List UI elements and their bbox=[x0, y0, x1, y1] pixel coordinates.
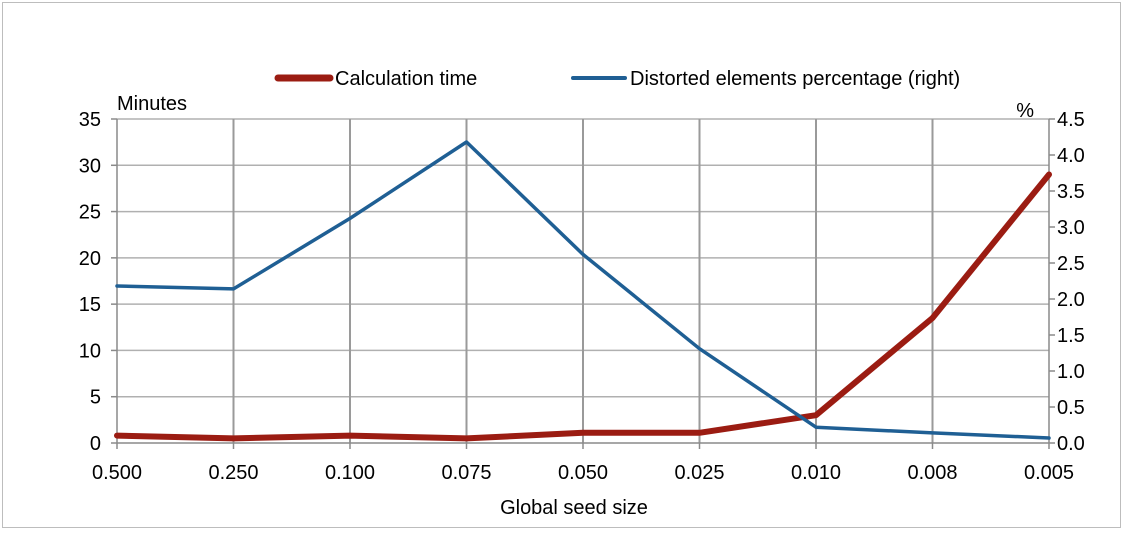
x-axis-ticks: 0.500 0.250 0.100 0.075 0.050 0.025 0.010 0.008… bbox=[92, 443, 1074, 484]
chart-frame: 0 5 10 15 20 25 30 35 0.0 0.5 1.0 1.5 2.0 2.5 3.0 3.5 4… bbox=[2, 2, 1121, 528]
x-tick-label: 0.100 bbox=[325, 462, 375, 484]
left-tick-label: 20 bbox=[79, 248, 101, 270]
legend-label: Calculation time bbox=[335, 68, 477, 90]
legend: Calculation time Distorted elements perce… bbox=[274, 68, 960, 90]
chart: 0 5 10 15 20 25 30 35 0.0 0.5 1.0 1.5 2.0 2.5 3.0 3.5 4… bbox=[79, 68, 1085, 519]
right-tick-label: 2.5 bbox=[1057, 253, 1085, 275]
left-tick-label: 5 bbox=[90, 387, 101, 409]
right-axis-ticks: 0.0 0.5 1.0 1.5 2.0 2.5 3.0 3.5 4.0 4.5 bbox=[1049, 109, 1085, 455]
x-tick-label: 0.075 bbox=[441, 462, 491, 484]
x-tick-label: 0.250 bbox=[208, 462, 258, 484]
left-tick-label: 10 bbox=[79, 340, 101, 362]
left-tick-label: 15 bbox=[79, 294, 101, 316]
series-line-calculation-time bbox=[114, 171, 1052, 442]
grid bbox=[117, 118, 1049, 443]
right-tick-label: 1.5 bbox=[1057, 325, 1085, 347]
left-tick-label: 0 bbox=[90, 433, 101, 455]
left-tick-label: 35 bbox=[79, 109, 101, 131]
x-tick-label: 0.010 bbox=[791, 462, 841, 484]
right-tick-label: 4.0 bbox=[1057, 145, 1085, 167]
x-tick-label: 0.500 bbox=[92, 462, 142, 484]
right-tick-label: 3.0 bbox=[1057, 217, 1085, 239]
right-tick-label: 1.0 bbox=[1057, 361, 1085, 383]
series-lines bbox=[114, 140, 1052, 442]
right-tick-label: 4.5 bbox=[1057, 109, 1085, 131]
left-tick-label: 25 bbox=[79, 202, 101, 224]
right-tick-label: 2.0 bbox=[1057, 289, 1085, 311]
x-tick-label: 0.050 bbox=[558, 462, 608, 484]
x-tick-label: 0.005 bbox=[1024, 462, 1074, 484]
right-tick-label: 0.5 bbox=[1057, 397, 1085, 419]
x-axis-label: Global seed size bbox=[500, 497, 648, 519]
right-tick-label: 3.5 bbox=[1057, 181, 1085, 203]
left-tick-label: 30 bbox=[79, 155, 101, 177]
legend-label: Distorted elements percentage (right) bbox=[630, 68, 960, 90]
y2-axis-label: % bbox=[1016, 100, 1034, 122]
x-tick-label: 0.008 bbox=[907, 462, 957, 484]
left-axis-ticks: 0 5 10 15 20 25 30 35 bbox=[79, 109, 117, 455]
right-tick-label: 0.0 bbox=[1057, 433, 1085, 455]
series-line-distorted-elements bbox=[115, 140, 1051, 440]
x-tick-label: 0.025 bbox=[674, 462, 724, 484]
y-axis-label: Minutes bbox=[117, 93, 187, 115]
